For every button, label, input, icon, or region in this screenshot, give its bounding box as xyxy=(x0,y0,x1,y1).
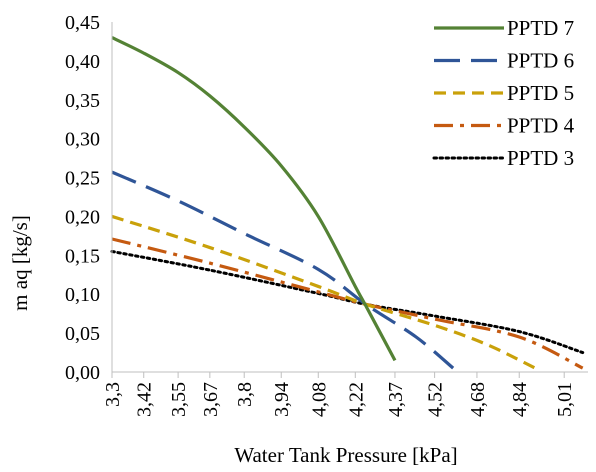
x-tick-label: 3,55 xyxy=(168,382,190,417)
x-tick-label: 4,22 xyxy=(345,382,367,417)
y-tick-label: 0,10 xyxy=(65,284,100,306)
plot-lines xyxy=(110,36,585,370)
x-tick-label: 3,94 xyxy=(271,382,293,417)
x-axis-title: Water Tank Pressure [kPa] xyxy=(234,443,457,467)
x-tick-label: 4,68 xyxy=(467,382,489,417)
y-tick-label: 0,35 xyxy=(65,90,100,112)
series-line-pptd-7 xyxy=(111,36,397,362)
series-line-pptd-4 xyxy=(111,237,584,370)
y-tick-label: 0,30 xyxy=(65,129,100,151)
x-tick-label: 3,8 xyxy=(234,382,256,407)
legend-label: PPTD 5 xyxy=(507,81,574,105)
legend-label: PPTD 3 xyxy=(507,146,574,170)
legend: PPTD 7 PPTD 6 PPTD 5 PPTD 4 PPTD 3 xyxy=(432,16,575,170)
legend-label: PPTD 6 xyxy=(507,49,574,73)
y-tick-label: 0,25 xyxy=(65,168,100,190)
y-tick-label: 0,15 xyxy=(65,245,100,267)
series-line-pptd-5 xyxy=(111,214,536,370)
x-tick-label: 4,37 xyxy=(385,382,407,417)
x-tick-label: 3,42 xyxy=(134,382,156,417)
series-line-pptd-6 xyxy=(111,170,455,370)
x-ticks xyxy=(111,372,565,378)
series-line-pptd-3 xyxy=(110,249,585,355)
x-tick-labels: 3,3 3,42 3,55 3,67 3,8 3,94 4,08 4,22 4,37 4,52 4,… xyxy=(102,382,576,417)
legend-label: PPTD 7 xyxy=(507,16,574,40)
x-tick-label: 4,52 xyxy=(425,382,447,417)
y-tick-label: 0,00 xyxy=(65,362,100,384)
x-tick-label: 3,67 xyxy=(200,382,222,417)
legend-label: PPTD 4 xyxy=(507,114,575,138)
y-tick-labels: 0,00 0,05 0,10 0,15 0,20 0,25 0,30 0,35 0,40 0,45 xyxy=(65,12,100,384)
y-tick-label: 0,05 xyxy=(65,323,100,345)
x-tick-label: 5,01 xyxy=(554,382,576,417)
y-tick-label: 0,45 xyxy=(65,12,100,34)
y-tick-label: 0,20 xyxy=(65,206,100,228)
y-axis-title: m aq [kg/s] xyxy=(8,215,32,311)
y-tick-label: 0,40 xyxy=(65,51,100,73)
x-tick-label: 4,08 xyxy=(308,382,330,417)
x-tick-label: 4,84 xyxy=(509,382,531,417)
x-tick-label: 3,3 xyxy=(102,382,124,407)
